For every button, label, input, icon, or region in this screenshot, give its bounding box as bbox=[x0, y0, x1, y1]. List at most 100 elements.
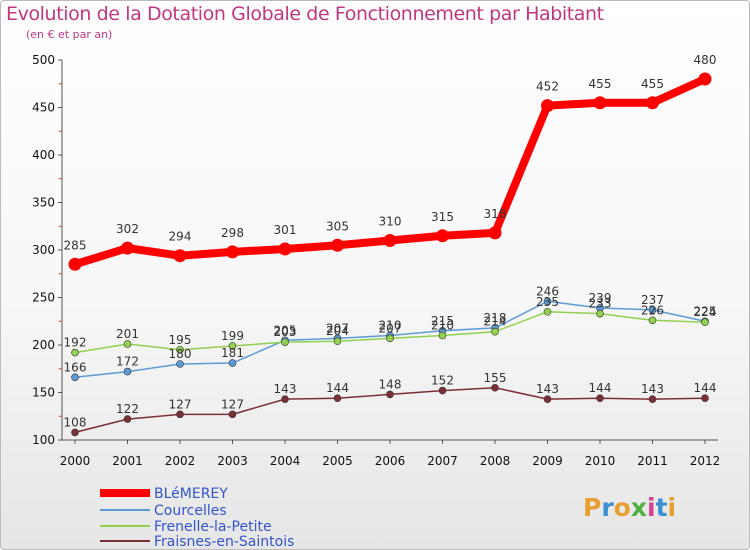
y-tick-label: 200 bbox=[32, 338, 55, 352]
x-tick-label: 2008 bbox=[480, 454, 511, 468]
y-tick-label: 150 bbox=[32, 386, 55, 400]
legend-label: Courcelles bbox=[154, 503, 227, 519]
data-label: 301 bbox=[274, 223, 297, 237]
chart-title: Evolution de la Dotation Globale de Fonc… bbox=[6, 3, 604, 25]
y-tick-label: 350 bbox=[32, 196, 55, 210]
data-labels: 285 302 294 298 301 305 310 315 318 452 455 455 480 1… bbox=[64, 53, 717, 429]
x-tick-label: 2010 bbox=[585, 454, 616, 468]
x-tick-label: 2004 bbox=[270, 454, 301, 468]
data-point bbox=[488, 226, 502, 240]
data-point bbox=[68, 257, 82, 271]
data-point bbox=[71, 348, 79, 357]
data-point bbox=[701, 318, 709, 327]
data-label: 122 bbox=[116, 402, 139, 416]
x-tick-label: 2000 bbox=[60, 454, 91, 468]
data-point bbox=[646, 96, 659, 110]
x-tick-label: 2007 bbox=[427, 454, 458, 468]
data-label: 192 bbox=[64, 336, 87, 350]
data-point bbox=[386, 334, 394, 343]
data-point bbox=[541, 99, 554, 113]
data-point bbox=[593, 96, 607, 110]
data-point bbox=[701, 394, 709, 403]
x-tick-label: 2009 bbox=[532, 454, 563, 468]
data-point bbox=[543, 395, 552, 403]
data-point bbox=[331, 238, 344, 252]
data-label: 298 bbox=[221, 226, 244, 240]
data-point bbox=[698, 72, 712, 86]
data-label: 199 bbox=[221, 329, 244, 343]
x-tick-label: 2006 bbox=[375, 454, 406, 468]
data-point bbox=[228, 410, 237, 419]
data-label: 246 bbox=[536, 284, 559, 298]
data-point bbox=[281, 395, 289, 403]
data-label: 239 bbox=[589, 291, 612, 305]
data-label: 455 bbox=[641, 77, 664, 91]
data-label: 226 bbox=[641, 303, 664, 317]
data-point bbox=[436, 229, 449, 243]
x-tick-label: 2001 bbox=[112, 454, 143, 468]
data-label: 148 bbox=[379, 377, 402, 391]
data-label: 207 bbox=[326, 321, 349, 335]
data-label: 201 bbox=[116, 327, 139, 341]
data-point bbox=[176, 345, 184, 354]
data-label: 294 bbox=[169, 230, 192, 244]
data-label: 204 bbox=[326, 324, 349, 338]
data-label: 181 bbox=[221, 346, 244, 360]
data-label: 224 bbox=[694, 305, 717, 319]
data-point bbox=[173, 249, 187, 263]
data-point bbox=[228, 359, 237, 367]
data-label: 143 bbox=[536, 382, 559, 396]
data-point bbox=[226, 245, 239, 259]
legend: BLéMEREYCourcellesFrenelle-la-PetiteFrai… bbox=[100, 486, 294, 550]
data-point bbox=[383, 234, 397, 247]
data-point bbox=[123, 340, 132, 348]
data-label: 108 bbox=[64, 415, 87, 429]
x-tick-label: 2005 bbox=[322, 454, 353, 468]
y-tick-label: 100 bbox=[32, 433, 55, 447]
data-label: 480 bbox=[694, 53, 717, 67]
data-point bbox=[648, 306, 657, 314]
data-label: 180 bbox=[169, 347, 192, 361]
data-label: 210 bbox=[379, 319, 402, 333]
data-label: 205 bbox=[274, 323, 297, 337]
data-label: 144 bbox=[694, 381, 717, 395]
data-point bbox=[491, 383, 499, 392]
data-label: 310 bbox=[379, 215, 402, 229]
data-label: 285 bbox=[64, 238, 87, 252]
data-point bbox=[386, 390, 394, 399]
data-label: 203 bbox=[274, 325, 297, 339]
data-point bbox=[596, 394, 604, 403]
data-label: 318 bbox=[484, 207, 507, 221]
chart-subtitle: (en € et par an) bbox=[26, 28, 113, 41]
y-tick-label: 250 bbox=[32, 291, 55, 305]
data-point bbox=[176, 410, 184, 419]
data-label: 144 bbox=[589, 381, 612, 395]
data-point bbox=[176, 360, 184, 368]
y-tick-label: 450 bbox=[32, 101, 55, 115]
legend-label: BLéMEREY bbox=[154, 486, 228, 502]
data-label: 237 bbox=[641, 293, 664, 307]
data-label: 207 bbox=[379, 321, 402, 335]
data-point bbox=[281, 338, 289, 346]
data-label: 305 bbox=[326, 219, 349, 233]
x-tick-label: 2002 bbox=[165, 454, 196, 468]
legend-label: Frenelle-la-Petite bbox=[154, 519, 272, 535]
data-point bbox=[491, 327, 499, 336]
y-tick-label: 500 bbox=[32, 53, 55, 67]
data-label: 455 bbox=[589, 77, 612, 91]
data-point bbox=[543, 307, 552, 316]
x-tick-label: 2011 bbox=[637, 454, 668, 468]
data-point bbox=[438, 331, 447, 340]
data-label: 225 bbox=[694, 304, 717, 318]
y-tick-label: 400 bbox=[32, 148, 55, 162]
data-point bbox=[71, 373, 79, 382]
data-label: 218 bbox=[484, 311, 507, 325]
data-label: 235 bbox=[536, 295, 559, 309]
legend-label: Fraisnes-en-Saintois bbox=[154, 534, 294, 550]
data-point bbox=[596, 309, 604, 318]
data-label: 152 bbox=[431, 374, 454, 388]
data-point bbox=[648, 395, 657, 403]
data-point bbox=[333, 394, 342, 403]
